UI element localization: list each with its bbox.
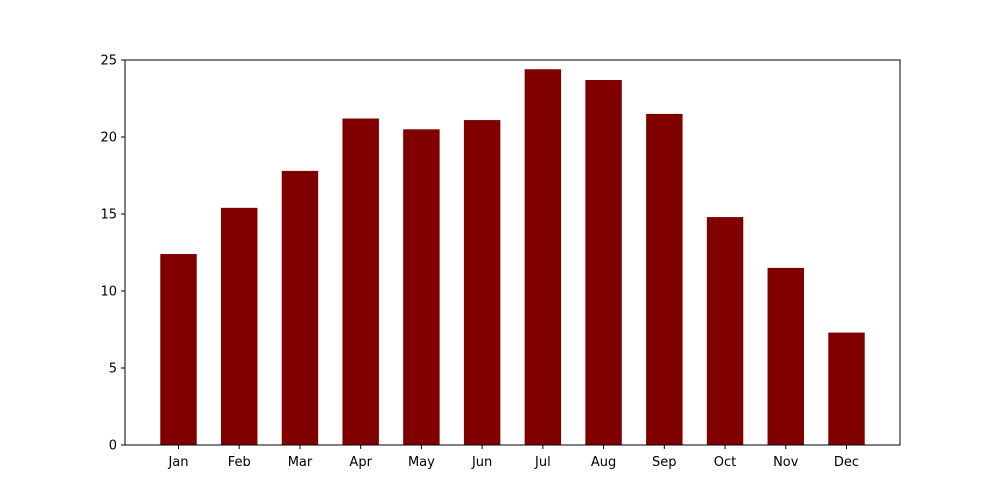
x-axis: Jan Feb Mar Apr May Jun Jul Aug Sep Oct Nov Dec	[167, 445, 859, 470]
bar-mar	[281, 170, 319, 445]
bar-jun	[463, 120, 501, 445]
bar-feb	[221, 207, 258, 445]
bar-aug	[585, 80, 622, 446]
x-tick-label: Sep	[652, 455, 677, 470]
bar-may	[403, 129, 440, 446]
x-tick-label: Aug	[591, 455, 616, 470]
plot-frame	[124, 59, 901, 446]
y-tick-label: 0	[109, 439, 117, 454]
x-tick-label: Oct	[714, 455, 736, 470]
x-tick-label: Jul	[534, 455, 551, 470]
bars-group	[160, 69, 865, 446]
y-tick-label: 25	[100, 54, 117, 69]
bar-jul	[524, 69, 562, 446]
bar-dec	[828, 332, 865, 445]
y-axis: 0 5 10 15 20 25	[100, 54, 125, 454]
x-tick-label: Jan	[167, 455, 188, 470]
x-tick-label: Nov	[773, 455, 799, 470]
bar-apr	[342, 118, 379, 446]
x-tick-label: Dec	[834, 455, 859, 470]
bar-sep	[646, 113, 683, 446]
y-tick-label: 10	[100, 285, 117, 300]
y-tick-label: 5	[109, 362, 117, 377]
bar-nov	[767, 267, 804, 445]
x-tick-label: May	[408, 455, 435, 470]
bar-jan	[160, 254, 197, 445]
x-tick-label: Mar	[288, 455, 313, 470]
x-tick-label: Feb	[228, 455, 251, 470]
bar-oct	[706, 217, 744, 445]
y-tick-label: 20	[100, 131, 117, 146]
y-tick-label: 15	[100, 208, 117, 223]
x-tick-label: Jun	[471, 455, 492, 470]
x-tick-label: Apr	[349, 455, 372, 470]
